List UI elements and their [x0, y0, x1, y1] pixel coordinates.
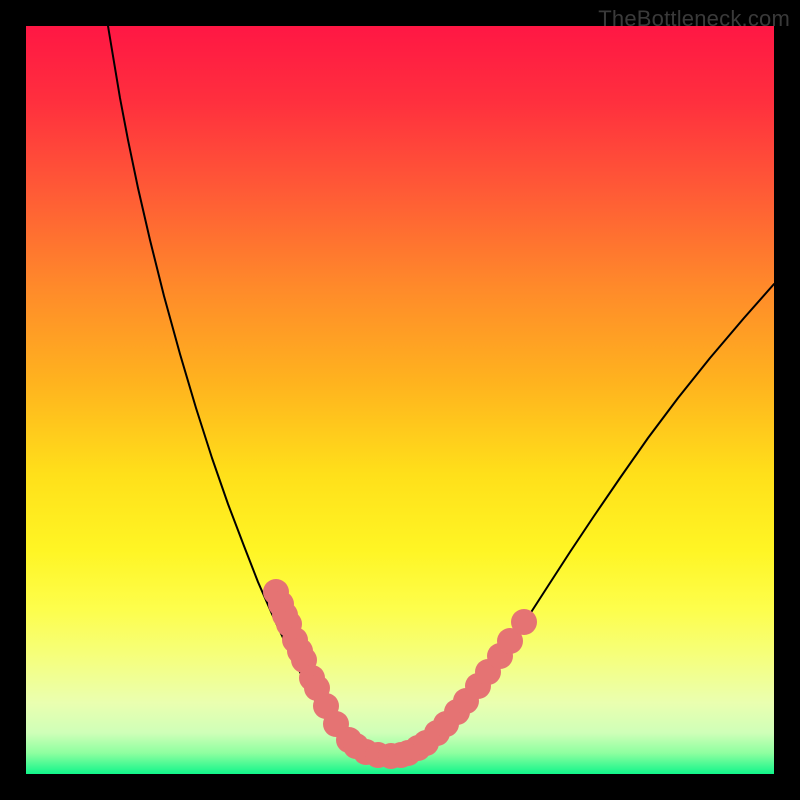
- chart-background-gradient: [26, 26, 774, 774]
- chart-frame: TheBottleneck.com: [0, 0, 800, 800]
- watermark-text: TheBottleneck.com: [598, 6, 790, 32]
- curve-marker: [511, 609, 537, 635]
- bottleneck-chart: [0, 0, 800, 800]
